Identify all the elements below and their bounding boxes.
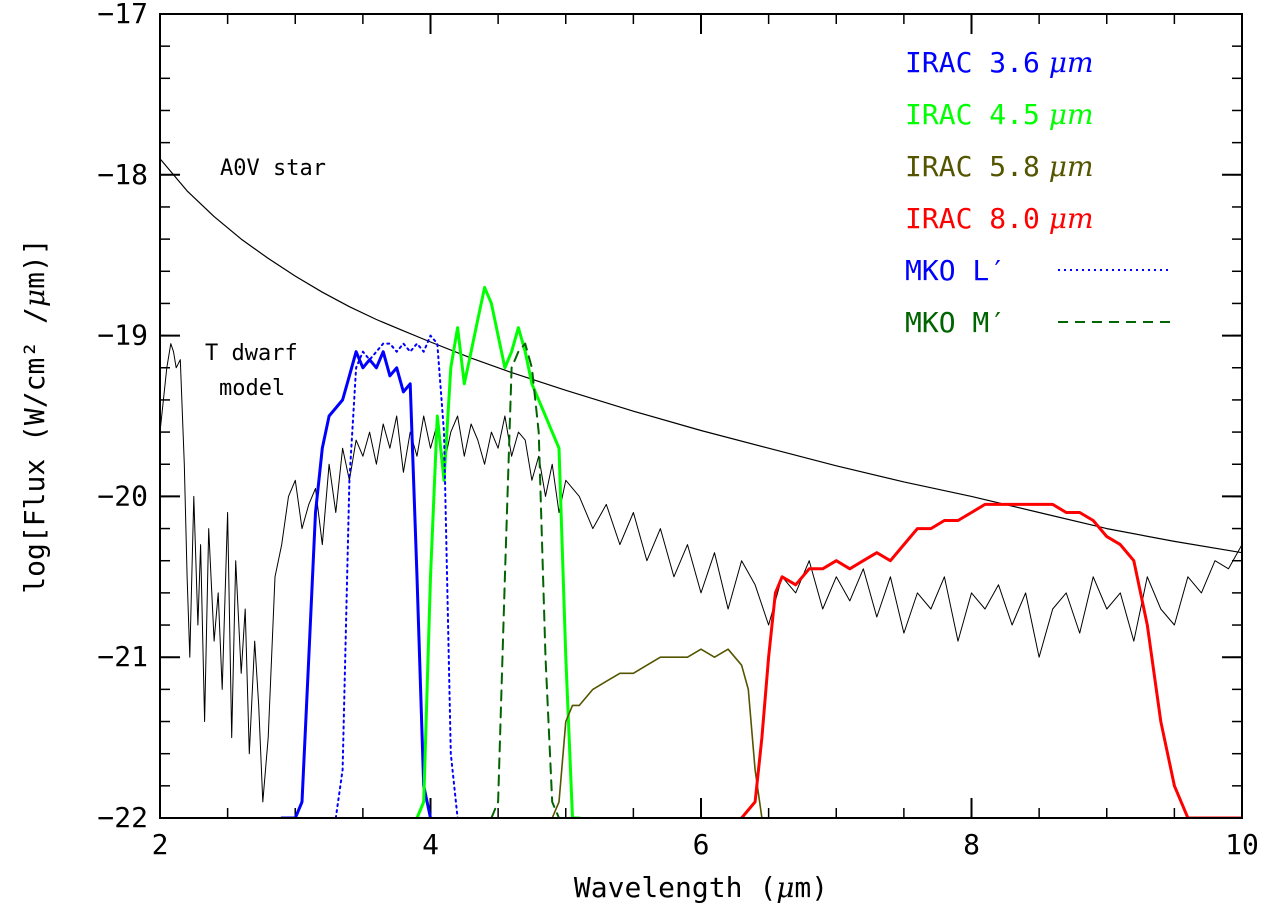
x-tick-label: 2 [152,828,169,861]
legend-label: IRAC 5.8 μm [905,150,1094,183]
annotation-tdwarf-line2: model [219,376,285,401]
y-tick-label: −20 [97,479,148,512]
series-line-mkol [334,334,459,818]
annotation-a0v: A0V star [220,156,326,181]
series-line-irac36 [280,350,432,818]
series-line-mkom [490,342,560,818]
x-tick-label: 4 [422,828,439,861]
x-tick-label: 10 [1225,828,1259,861]
y-tick-label: −21 [97,640,148,673]
legend-label: MKO M′ [905,306,1006,339]
plot-frame [159,13,1243,819]
y-axis-title: log[Flux (W/cm² /μm)] [18,238,51,593]
y-tick-label: −19 [97,319,148,352]
legend-label: IRAC 4.5 μm [905,98,1094,131]
legend-label: IRAC 8.0 μm [905,202,1094,235]
series-line-irac45 [415,285,581,818]
series-line-tdwarf [160,343,1242,803]
y-tick-label: −18 [97,158,148,191]
series-line-irac80 [740,502,1242,818]
legend-label: MKO L′ [905,254,1006,287]
axis-ticks [159,13,1243,819]
tick-labels: 2 4 6 8 10 −22 −21 −20 −19 −18 −17 [97,0,1258,861]
x-tick-label: 6 [693,828,710,861]
y-tick-label: −17 [97,0,148,30]
legend: IRAC 3.6 μm IRAC 4.5 μm IRAC 5.8 μm IRAC 8.… [905,46,1172,339]
y-tick-label: −22 [97,801,148,834]
x-axis-title: Wavelength (μm) [574,871,828,904]
legend-label: IRAC 3.6 μm [905,46,1094,79]
plot-area [160,158,1242,818]
x-tick-label: 8 [963,828,980,861]
series-line-a0v [160,158,1242,554]
annotation-tdwarf-line1: T dwarf [205,341,298,366]
series-line-irac58 [551,648,770,818]
